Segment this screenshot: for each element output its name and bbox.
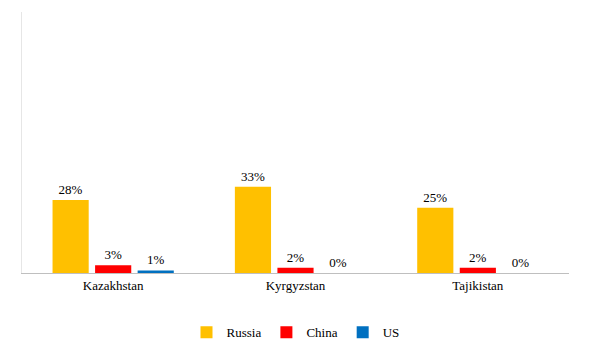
svg-text:33%: 33% (241, 169, 265, 184)
svg-text:Tajikistan: Tajikistan (452, 278, 504, 293)
svg-text:3%: 3% (104, 247, 122, 262)
svg-text:Russia: Russia (227, 325, 262, 340)
svg-text:2%: 2% (287, 250, 305, 265)
svg-text:1%: 1% (147, 252, 165, 267)
svg-text:China: China (306, 325, 337, 340)
svg-text:25%: 25% (423, 190, 447, 205)
svg-text:US: US (383, 325, 400, 340)
svg-text:2%: 2% (469, 250, 487, 265)
svg-text:Kazakhstan: Kazakhstan (83, 278, 144, 293)
svg-text:28%: 28% (59, 182, 83, 197)
svg-text:0%: 0% (329, 255, 347, 270)
svg-text:0%: 0% (512, 255, 530, 270)
svg-text:Kyrgyzstan: Kyrgyzstan (266, 278, 326, 293)
